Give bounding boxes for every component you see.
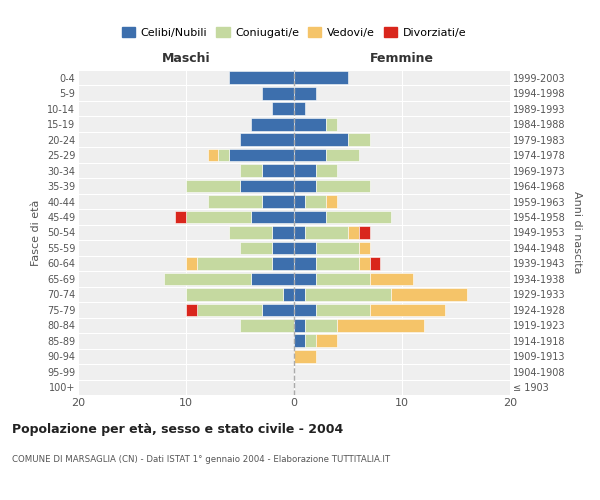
Bar xyxy=(186,304,197,316)
Bar xyxy=(186,180,240,192)
Bar xyxy=(316,257,359,270)
Bar xyxy=(294,288,305,300)
Bar xyxy=(229,226,272,239)
Bar xyxy=(305,226,348,239)
Bar xyxy=(251,210,294,224)
Bar xyxy=(294,118,326,130)
Text: Maschi: Maschi xyxy=(161,52,211,66)
Bar xyxy=(262,87,294,100)
Bar xyxy=(262,164,294,177)
Bar xyxy=(262,195,294,208)
Bar xyxy=(294,102,305,115)
Bar xyxy=(240,319,294,332)
Bar xyxy=(294,210,326,224)
Y-axis label: Anni di nascita: Anni di nascita xyxy=(572,191,582,274)
Bar xyxy=(370,304,445,316)
Bar xyxy=(294,257,316,270)
Bar xyxy=(186,210,251,224)
Bar xyxy=(240,164,262,177)
Bar xyxy=(294,149,326,162)
Bar xyxy=(326,149,359,162)
Bar xyxy=(305,288,391,300)
Bar xyxy=(294,195,305,208)
Bar xyxy=(272,242,294,254)
Bar xyxy=(305,319,337,332)
Bar xyxy=(348,226,359,239)
Bar xyxy=(294,319,305,332)
Bar xyxy=(175,210,186,224)
Bar xyxy=(208,195,262,208)
Y-axis label: Fasce di età: Fasce di età xyxy=(31,200,41,266)
Bar xyxy=(272,226,294,239)
Text: Popolazione per età, sesso e stato civile - 2004: Popolazione per età, sesso e stato civil… xyxy=(12,422,343,436)
Bar xyxy=(229,72,294,84)
Bar xyxy=(294,134,348,146)
Bar xyxy=(391,288,467,300)
Bar xyxy=(294,272,316,285)
Legend: Celibi/Nubili, Coniugati/e, Vedovi/e, Divorziati/e: Celibi/Nubili, Coniugati/e, Vedovi/e, Di… xyxy=(118,24,470,41)
Bar xyxy=(197,304,262,316)
Bar xyxy=(359,226,370,239)
Bar xyxy=(359,242,370,254)
Bar xyxy=(251,118,294,130)
Bar xyxy=(359,257,370,270)
Bar xyxy=(316,272,370,285)
Bar xyxy=(283,288,294,300)
Bar xyxy=(229,149,294,162)
Bar xyxy=(294,334,305,347)
Bar xyxy=(240,242,272,254)
Bar xyxy=(294,226,305,239)
Bar xyxy=(208,149,218,162)
Bar xyxy=(262,304,294,316)
Bar xyxy=(272,257,294,270)
Bar xyxy=(186,288,283,300)
Bar xyxy=(326,210,391,224)
Bar xyxy=(186,257,197,270)
Bar xyxy=(272,102,294,115)
Bar xyxy=(240,180,294,192)
Bar xyxy=(370,257,380,270)
Bar xyxy=(370,272,413,285)
Text: COMUNE DI MARSAGLIA (CN) - Dati ISTAT 1° gennaio 2004 - Elaborazione TUTTITALIA.: COMUNE DI MARSAGLIA (CN) - Dati ISTAT 1°… xyxy=(12,455,390,464)
Bar xyxy=(316,242,359,254)
Text: Femmine: Femmine xyxy=(370,52,434,66)
Bar xyxy=(305,195,326,208)
Bar xyxy=(294,72,348,84)
Bar xyxy=(316,164,337,177)
Bar xyxy=(164,272,251,285)
Bar xyxy=(294,242,316,254)
Bar xyxy=(294,350,316,362)
Bar xyxy=(305,334,316,347)
Bar xyxy=(251,272,294,285)
Bar xyxy=(316,180,370,192)
Bar xyxy=(294,87,316,100)
Bar xyxy=(337,319,424,332)
Bar xyxy=(218,149,229,162)
Bar xyxy=(294,304,316,316)
Bar xyxy=(240,134,294,146)
Bar xyxy=(326,118,337,130)
Bar xyxy=(316,334,337,347)
Bar xyxy=(294,180,316,192)
Bar xyxy=(326,195,337,208)
Bar xyxy=(197,257,272,270)
Bar xyxy=(316,304,370,316)
Bar xyxy=(294,164,316,177)
Bar xyxy=(348,134,370,146)
